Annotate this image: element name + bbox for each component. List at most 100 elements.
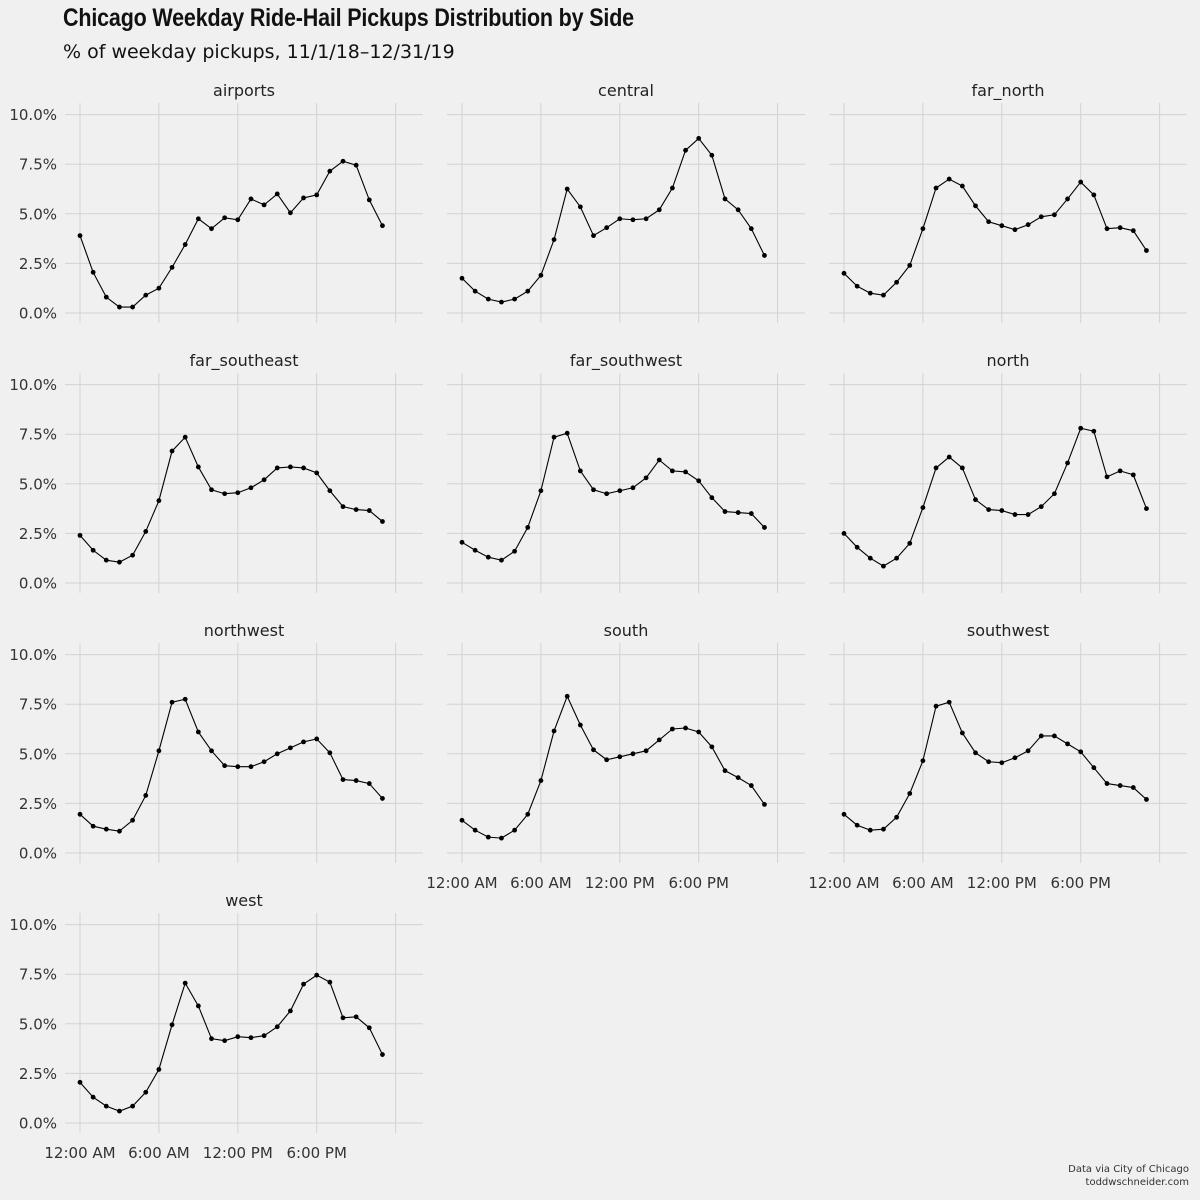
data-point [512, 296, 517, 302]
data-point [301, 465, 306, 471]
data-point [117, 828, 122, 834]
facet-panel-far_southwest: far_southwest [447, 351, 805, 593]
y-tick-label: 2.5% [19, 525, 57, 543]
data-point [748, 511, 754, 516]
data-point [867, 555, 873, 561]
data-point [1012, 227, 1018, 233]
data-point [525, 525, 531, 530]
data-point [90, 823, 96, 829]
data-point [933, 465, 939, 471]
data-point [340, 777, 346, 782]
data-point [735, 207, 741, 213]
data-point [762, 253, 767, 258]
data-point [748, 226, 754, 232]
data-point [538, 272, 544, 278]
data-point [946, 176, 952, 182]
data-point [182, 980, 188, 986]
data-point [143, 793, 149, 798]
data-point [1038, 214, 1044, 220]
data-point [1144, 506, 1149, 511]
y-tick-label: 0.0% [19, 1115, 57, 1133]
data-point [1130, 785, 1136, 790]
x-tick-label: 6:00 AM [892, 874, 954, 892]
data-point [564, 186, 570, 192]
data-point [156, 285, 162, 291]
facet-label: north [987, 351, 1030, 370]
data-point [340, 158, 346, 164]
data-point [169, 1022, 175, 1028]
data-point [722, 196, 728, 202]
data-point [103, 826, 109, 832]
data-point [617, 754, 623, 760]
data-point [525, 288, 531, 294]
data-point [841, 270, 847, 276]
data-point [485, 296, 491, 302]
data-point [894, 555, 899, 561]
x-tick-label: 12:00 AM [44, 1144, 115, 1162]
y-tick-label: 0.0% [19, 305, 57, 323]
data-point [274, 1024, 280, 1030]
data-point [288, 1008, 293, 1014]
data-point [933, 185, 939, 191]
data-point [182, 242, 188, 247]
data-point [867, 290, 873, 296]
y-tick-label: 7.5% [19, 966, 57, 984]
data-point [1144, 248, 1149, 253]
data-point [986, 759, 992, 765]
facet-label: central [598, 81, 654, 100]
data-point [459, 817, 465, 823]
x-tick-label: 6:00 PM [668, 874, 728, 892]
data-point [696, 478, 702, 484]
data-point [485, 554, 491, 560]
chart-subtitle: % of weekday pickups, 11/1/18–12/31/19 [63, 41, 455, 63]
data-point [591, 487, 596, 493]
data-point [248, 764, 254, 770]
data-point [986, 219, 992, 225]
data-point [301, 981, 306, 987]
data-point [103, 294, 109, 300]
data-point [1104, 226, 1110, 232]
series-line-northwest [79, 698, 383, 832]
y-tick-label: 2.5% [19, 795, 57, 813]
caption-site: toddwschneider.com [1085, 1177, 1189, 1188]
data-point [103, 1103, 109, 1109]
data-point [222, 491, 228, 497]
data-point [1012, 755, 1018, 761]
x-tick-label: 12:00 PM [585, 874, 655, 892]
y-tick-label: 5.0% [19, 475, 57, 493]
data-point [564, 430, 570, 436]
facet-label: far_southwest [570, 351, 682, 371]
data-point [643, 216, 649, 222]
facet-label: northwest [204, 621, 284, 640]
data-point [1052, 491, 1057, 497]
series-line-far_southeast [79, 436, 383, 563]
series-line-southwest [843, 701, 1147, 831]
data-point [656, 737, 662, 743]
data-point [261, 759, 267, 765]
data-point [366, 508, 372, 513]
data-point [353, 1014, 359, 1020]
data-point [577, 468, 583, 474]
data-point [472, 827, 478, 833]
source-caption: Data via City of Chicago toddwschneider.… [1068, 1163, 1189, 1189]
y-tick-label: 5.0% [19, 1015, 57, 1033]
facet-label: far_north [972, 81, 1045, 101]
data-point [77, 532, 83, 538]
data-point [314, 192, 320, 198]
data-point [380, 519, 385, 524]
data-point [380, 223, 385, 229]
data-point [735, 775, 741, 781]
data-point [169, 264, 175, 270]
data-point [235, 1034, 241, 1040]
data-point [564, 693, 570, 699]
x-tick-label: 12:00 PM [967, 874, 1037, 892]
data-point [1065, 196, 1070, 202]
data-point [907, 262, 913, 268]
data-point [1117, 468, 1123, 474]
data-point [90, 1094, 96, 1100]
data-point [499, 299, 504, 305]
data-point [670, 185, 675, 191]
data-point [551, 434, 557, 440]
data-point [907, 791, 913, 796]
data-point [288, 745, 293, 751]
